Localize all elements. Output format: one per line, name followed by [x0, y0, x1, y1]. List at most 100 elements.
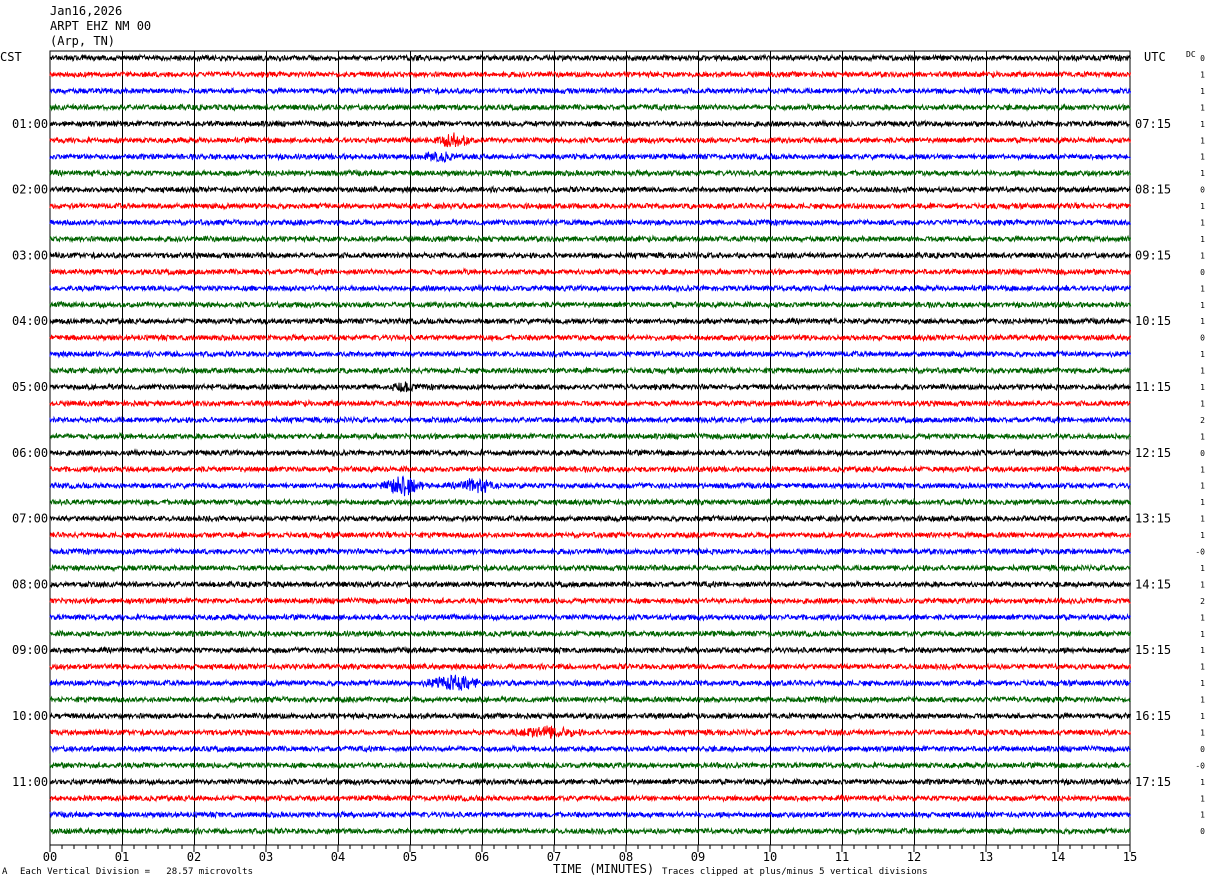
seismic-trace	[49, 398, 1131, 408]
seismic-trace	[49, 86, 1131, 96]
left-hour-label: 04:00	[12, 314, 48, 328]
seismic-trace	[49, 184, 1131, 195]
x-tick-label: 03	[259, 850, 273, 864]
seismic-trace	[49, 596, 1131, 606]
dc-value: 1	[1200, 613, 1205, 622]
dc-value: 1	[1200, 202, 1205, 211]
x-tick-label: 12	[907, 850, 921, 864]
dc-value: 1	[1200, 564, 1205, 573]
x-tick-label: 09	[691, 850, 705, 864]
seismic-trace	[49, 201, 1131, 211]
station-label: ARPT EHZ NM 00	[50, 19, 152, 33]
dc-value: 1	[1200, 811, 1205, 820]
dc-value: 1	[1200, 728, 1205, 737]
right-zone-label: UTC	[1144, 50, 1166, 64]
location-label: (Arp, TN)	[50, 34, 116, 48]
x-tick-label: 07	[547, 850, 561, 864]
seismic-trace	[49, 777, 1131, 787]
seismic-trace	[49, 694, 1131, 704]
dc-value: -0	[1195, 548, 1205, 557]
dc-value: 1	[1200, 301, 1205, 310]
dc-value: 0	[1200, 268, 1205, 277]
x-tick-label: 11	[835, 850, 849, 864]
dc-value: 1	[1200, 136, 1205, 145]
dc-value: 1	[1200, 432, 1205, 441]
left-hour-label: 10:00	[12, 709, 48, 723]
dc-value: 0	[1200, 54, 1205, 63]
dc-value: 1	[1200, 465, 1205, 474]
seismic-trace	[49, 674, 1131, 691]
dc-value: 1	[1200, 87, 1205, 96]
dc-value: 1	[1200, 350, 1205, 359]
dc-value: 1	[1200, 712, 1205, 721]
seismic-trace	[49, 300, 1131, 310]
dc-value: 1	[1200, 367, 1205, 376]
x-tick-label: 02	[187, 850, 201, 864]
seismic-trace	[49, 725, 1131, 739]
seismic-trace	[49, 349, 1131, 359]
dc-value: 1	[1200, 219, 1205, 228]
x-tick-label: 06	[475, 850, 489, 864]
dc-value: 1	[1200, 317, 1205, 326]
seismic-trace	[49, 151, 1131, 164]
seismic-trace	[49, 448, 1131, 458]
dc-value: 1	[1200, 794, 1205, 803]
seismic-trace	[49, 381, 1131, 393]
dc-value: 1	[1200, 778, 1205, 787]
seismic-trace	[49, 119, 1131, 129]
dc-value: 0	[1200, 827, 1205, 836]
seismic-trace	[49, 464, 1131, 474]
seismic-trace	[49, 333, 1131, 343]
left-hour-label: 01:00	[12, 117, 48, 131]
seismic-trace	[49, 497, 1131, 507]
dc-value: 1	[1200, 498, 1205, 507]
dc-value: 0	[1200, 186, 1205, 195]
dc-value: 1	[1200, 679, 1205, 688]
right-hour-label: 07:15	[1135, 117, 1171, 131]
dc-header: DC	[1186, 50, 1196, 59]
seismic-trace	[49, 612, 1131, 622]
seismic-trace	[49, 234, 1131, 244]
dc-value: 1	[1200, 531, 1205, 540]
seismic-trace	[49, 316, 1131, 326]
dc-value: 2	[1200, 597, 1205, 606]
seismic-trace	[49, 53, 1131, 63]
plot-frame	[49, 50, 1131, 846]
clip-note: Traces clipped at plus/minus 5 vertical …	[662, 867, 928, 877]
seismic-trace	[49, 475, 1131, 497]
left-hour-label: 07:00	[12, 512, 48, 526]
seismic-trace	[49, 579, 1131, 590]
dc-value: 1	[1200, 696, 1205, 705]
right-hour-label: 11:15	[1135, 380, 1171, 394]
left-hour-label: 03:00	[12, 248, 48, 262]
x-tick-label: 08	[619, 850, 633, 864]
seismic-trace	[49, 366, 1131, 376]
seismic-trace	[49, 662, 1131, 672]
seismic-trace	[49, 530, 1131, 540]
x-tick-label: 05	[403, 850, 417, 864]
left-hour-label: 08:00	[12, 577, 48, 591]
dc-value: 1	[1200, 580, 1205, 589]
right-hour-label: 17:15	[1135, 775, 1171, 789]
seismic-trace	[49, 217, 1131, 227]
dc-value: 0	[1200, 334, 1205, 343]
x-axis-title: TIME (MINUTES)	[553, 862, 655, 876]
seismic-trace	[49, 513, 1131, 524]
dc-value: 1	[1200, 383, 1205, 392]
seismic-trace	[49, 744, 1131, 754]
dc-value: 1	[1200, 120, 1205, 129]
seismic-trace	[49, 415, 1131, 425]
x-tick-label: 01	[115, 850, 129, 864]
seismic-trace	[49, 250, 1131, 260]
left-hour-label: 11:00	[12, 775, 48, 789]
dc-value: 1	[1200, 153, 1205, 162]
left-hour-label: 09:00	[12, 643, 48, 657]
dc-value: 0	[1200, 449, 1205, 458]
date-label: Jan16,2026	[50, 4, 123, 18]
dc-value: 1	[1200, 169, 1205, 178]
x-tick-label: 00	[43, 850, 57, 864]
dc-value: 1	[1200, 646, 1205, 655]
dc-value: 0	[1200, 745, 1205, 754]
left-zone-label: CST	[0, 50, 22, 64]
dc-value: 1	[1200, 251, 1205, 260]
